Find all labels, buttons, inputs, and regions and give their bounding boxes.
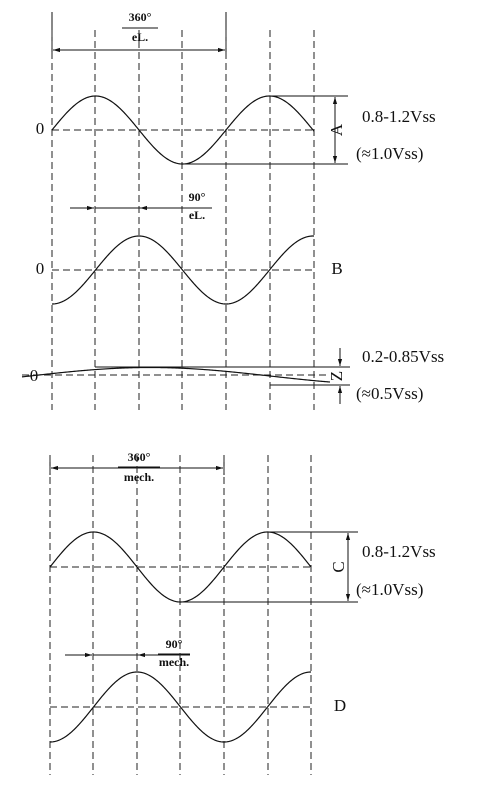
signal-name: A (327, 123, 346, 136)
quarter-angle: 90° (189, 190, 206, 204)
period-angle: 360° (129, 10, 152, 24)
period-unit: mech. (124, 470, 154, 484)
layout (49, 12, 358, 658)
amplitude-range: 0.8-1.2Vss (362, 107, 436, 126)
waveform (49, 671, 312, 743)
zero-label: 0 (36, 119, 45, 138)
amplitude-range: 0.2-0.85Vss (362, 347, 444, 366)
period-angle: 360° (128, 450, 151, 464)
amplitude-typical: (≈1.0Vss) (356, 580, 423, 599)
signal-name: B (331, 259, 342, 278)
signal-name: C (329, 561, 348, 572)
signal-name: D (334, 696, 346, 715)
quarter-angle: 90° (166, 637, 183, 651)
quarter-unit: mech. (159, 655, 189, 669)
waveform (21, 366, 331, 383)
zero-label: 0 (36, 259, 45, 278)
quarter-unit: eL. (189, 208, 205, 222)
signal-name: Z (327, 371, 346, 381)
amplitude-range: 0.8-1.2Vss (362, 542, 436, 561)
waveform (51, 235, 315, 305)
amplitude-typical: (≈0.5Vss) (356, 384, 423, 403)
amplitude-typical: (≈1.0Vss) (356, 144, 423, 163)
waveform (51, 95, 315, 165)
period-unit: eL. (132, 30, 148, 44)
waveform (49, 531, 312, 603)
